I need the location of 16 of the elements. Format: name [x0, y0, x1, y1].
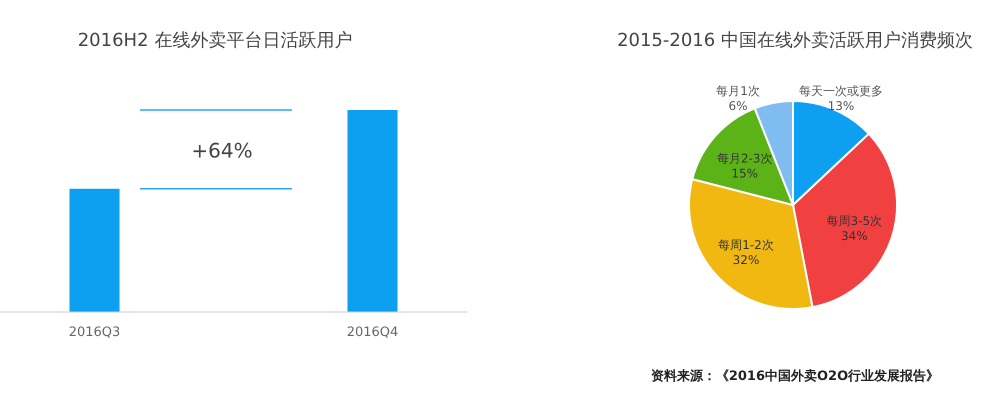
slice-label: 每周1-2次 [718, 238, 774, 252]
slice-label: 每月1次 [716, 84, 760, 98]
data-label: 6% [728, 99, 748, 113]
data-label: 15% [731, 166, 758, 180]
data-label: 32% [732, 253, 760, 268]
annotation: +64% [191, 138, 253, 162]
x-tick-label: 2016Q3 [68, 325, 120, 340]
chart-title: 2016H2 在线外卖平台日活跃用户 [78, 30, 352, 51]
x-tick-label: 2016Q4 [346, 325, 398, 340]
text: 资料来源：《2016中国外卖O2O行业发展报告》 [650, 368, 940, 384]
slice-label: 每周3-5次 [826, 214, 882, 228]
chart-title: 2015-2016 中国在线外卖活跃用户消费频次 [617, 30, 973, 51]
slice-label: 每月2-3次 [716, 151, 772, 166]
data-label: 13% [828, 99, 854, 113]
data-label: 34% [840, 228, 868, 243]
slice-label: 每天一次或更多 [799, 84, 883, 98]
